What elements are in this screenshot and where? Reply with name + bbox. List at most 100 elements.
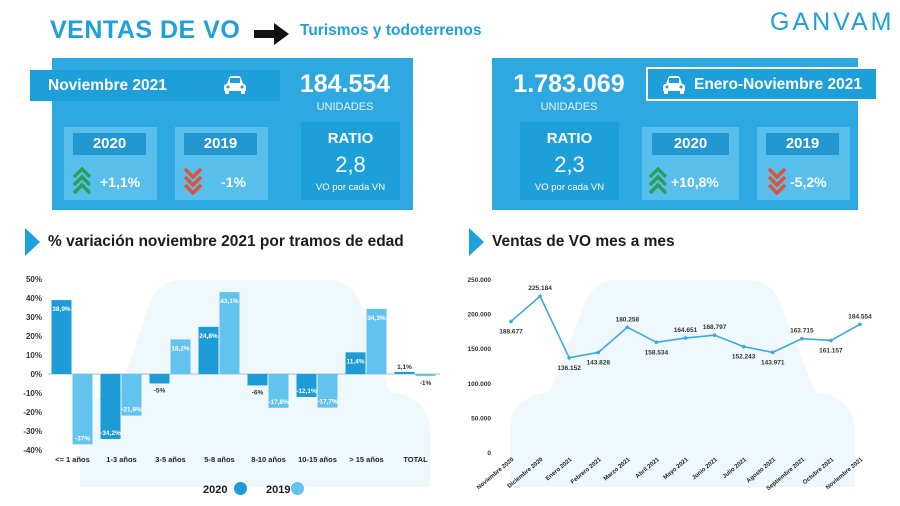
cmp-year: 2019 — [766, 133, 839, 155]
y-tick-label: 250.000 — [468, 277, 492, 284]
point-value-label: 143.971 — [761, 359, 785, 366]
page-title: VENTAS DE VO — [50, 16, 241, 44]
line-point — [770, 350, 775, 355]
x-tick-label: <= 1 años — [55, 455, 90, 464]
cmp-value: +1,1% — [100, 174, 141, 190]
chevrons-up-icon — [73, 167, 91, 195]
bar-value-label: 24,8% — [199, 333, 218, 340]
y-tick-label: 10% — [26, 351, 42, 360]
brand-logo: GANVAM — [770, 8, 895, 36]
cmp-2020-box-left: 2020 +1,1% — [64, 127, 157, 200]
line-point — [625, 325, 630, 330]
monthly-sales-line-chart: 250.000 200.000 150.000 100.000 50.000 0 188.… — [468, 277, 873, 492]
line-point — [829, 338, 833, 343]
bar-value-label: 43,1% — [220, 298, 239, 305]
point-value-label: 143.828 — [587, 359, 611, 366]
y-tick-label: 0% — [30, 370, 42, 379]
period-label: Noviembre 2021 — [48, 77, 167, 94]
line-point — [596, 350, 601, 355]
point-value-label: 168.797 — [703, 324, 727, 331]
line-point — [800, 336, 804, 341]
line-point — [683, 336, 688, 340]
cmp-value: -5,2% — [790, 174, 827, 190]
period-band-left: Noviembre 2021 — [30, 70, 280, 101]
bar-2019 — [72, 374, 93, 445]
ytd-units-label: UNIDADES — [540, 101, 598, 113]
x-tick-label: 3-5 años — [155, 455, 185, 464]
bar-2019 — [415, 374, 436, 376]
x-tick-label: 1-3 años — [106, 455, 136, 464]
bar-2020 — [100, 374, 121, 439]
cmp-2019-box-left: 2019 -1% — [175, 127, 268, 200]
line-point — [509, 319, 513, 324]
ratio-value: 2,3 — [554, 152, 585, 177]
ratio-box-left: RATIO 2,8 VO por cada VN — [301, 122, 400, 200]
point-value-label: 225.184 — [528, 285, 552, 292]
line-point — [858, 322, 862, 327]
y-tick-label: -40% — [23, 446, 42, 455]
ytd-units: 1.783.069 — [513, 70, 625, 98]
bar-value-label: -21,9% — [121, 407, 142, 414]
point-value-label: 180.258 — [616, 316, 640, 323]
y-tick-label: 50% — [26, 275, 42, 284]
car-watermark-icon — [510, 280, 855, 487]
line-chart-title: Ventas de VO mes a mes — [492, 233, 675, 250]
point-value-label: 164.651 — [674, 327, 698, 334]
ratio-box-right: RATIO 2,3 VO por cada VN — [520, 122, 619, 200]
line-point — [567, 355, 571, 360]
bar-value-label: -37% — [75, 435, 90, 442]
bar-2019 — [121, 374, 142, 416]
y-tick-label: 20% — [26, 332, 42, 341]
section-marker-icon — [25, 228, 40, 256]
age-variation-bar-chart: 50% 40% 30% 20% 10% 0% -10% -20% -30% -40% 38,9% -… — [23, 275, 440, 487]
y-tick-label: 150.000 — [468, 346, 492, 353]
chevrons-up-icon — [649, 167, 667, 195]
monthly-units-label: UNIDADES — [316, 101, 374, 113]
bar-value-label: -17,7% — [317, 399, 338, 406]
point-value-label: 161.157 — [819, 347, 843, 354]
ratio-title: RATIO — [546, 130, 593, 147]
y-tick-label: 50.000 — [471, 415, 491, 422]
point-value-label: 188.677 — [499, 328, 523, 335]
bar-2020 — [51, 300, 72, 374]
y-tick-label: 100.000 — [468, 381, 492, 388]
bar-value-label: -12,1% — [296, 388, 317, 395]
bar-2020 — [296, 374, 317, 397]
cmp-year: 2020 — [652, 133, 729, 155]
bar-2019 — [170, 339, 191, 374]
bar-2020 — [149, 374, 170, 384]
bar-2020 — [198, 326, 219, 374]
point-value-label: 158.534 — [645, 349, 669, 356]
legend-2020-swatch — [234, 482, 247, 495]
bar-2019 — [366, 308, 387, 374]
x-tick-label: 8-10 años — [251, 455, 286, 464]
point-value-label: 184.554 — [848, 313, 872, 320]
bar-value-label: -34,2% — [100, 430, 121, 437]
x-tick-label: TOTAL — [403, 455, 428, 464]
cmp-value: -1% — [221, 174, 246, 190]
chevrons-down-icon — [184, 167, 202, 195]
car-icon — [663, 76, 685, 94]
period-label: Enero-Noviembre 2021 — [694, 76, 862, 93]
arrow-right-icon — [254, 23, 289, 45]
cmp-2020-box-right: 2020 +10,8% — [642, 127, 739, 200]
line-point — [741, 344, 746, 349]
car-icon — [224, 76, 246, 94]
y-tick-label: 30% — [26, 313, 42, 322]
legend-2020-label: 2020 — [203, 484, 228, 496]
y-tick-label: -20% — [23, 408, 42, 417]
bar-value-label: 34,3% — [367, 315, 386, 322]
cmp-2019-box-right: 2019 -5,2% — [757, 127, 850, 200]
ratio-caption: VO por cada VN — [315, 182, 386, 193]
legend-2019-swatch — [291, 482, 304, 495]
y-tick-label: 0 — [487, 450, 491, 457]
bar-chart-title: % variación noviembre 2021 por tramos de… — [48, 233, 404, 250]
cmp-value: +10,8% — [671, 174, 719, 190]
point-value-label: 152.243 — [732, 354, 756, 361]
y-tick-label: 40% — [26, 294, 42, 303]
ratio-caption: VO por cada VN — [534, 182, 605, 193]
chevrons-down-icon — [768, 167, 786, 195]
bar-2020 — [247, 374, 268, 386]
ratio-title: RATIO — [327, 130, 374, 147]
bar-2019 — [317, 374, 338, 408]
